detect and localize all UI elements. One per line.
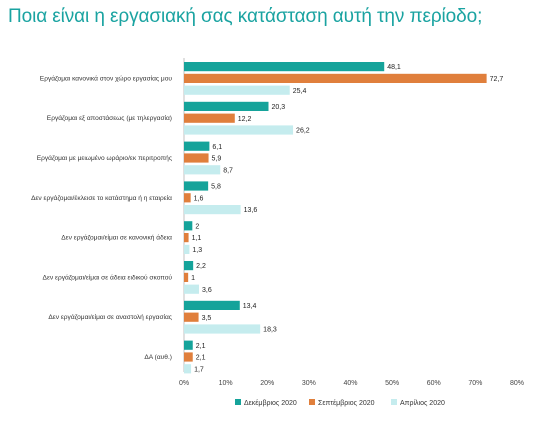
data-label: 6,1 — [212, 144, 222, 151]
legend-label: Σεπτέμβριος 2020 — [318, 399, 375, 407]
data-label: 1,1 — [192, 235, 202, 242]
bar — [184, 364, 192, 374]
legend-label: Απρίλιος 2020 — [400, 399, 445, 407]
data-label: 13,4 — [243, 303, 257, 310]
category-label: Δεν εργάζομαι/είμαι σε άδεια ειδικού σκο… — [43, 273, 173, 281]
bar — [184, 261, 194, 271]
category-label: Δεν εργάζομαι/είμαι σε κανονική άδεια — [61, 234, 172, 242]
x-tick-label: 20% — [260, 380, 274, 387]
bar — [184, 125, 294, 135]
x-tick-label: 0% — [179, 380, 189, 387]
bar — [184, 113, 235, 123]
category-label: Εργάζομαι εξ αποστάσεως (με τηλεργασία) — [47, 114, 172, 122]
data-label: 72,7 — [490, 76, 504, 83]
bar — [184, 244, 190, 254]
data-label: 3,6 — [202, 287, 212, 294]
x-tick-label: 10% — [219, 380, 233, 387]
bar — [184, 221, 193, 231]
data-label: 1 — [191, 275, 195, 282]
bar — [184, 352, 193, 362]
category-label: Δεν εργάζομαι/είμαι σε αναστολή εργασίας — [48, 313, 172, 321]
legend-swatch — [235, 399, 241, 405]
x-tick-label: 80% — [510, 380, 524, 387]
bar — [184, 272, 189, 282]
bar — [184, 312, 199, 322]
data-label: 1,6 — [194, 195, 204, 202]
data-label: 26,2 — [296, 128, 310, 135]
x-tick-label: 50% — [385, 380, 399, 387]
bar — [184, 193, 191, 203]
data-label: 48,1 — [387, 64, 401, 71]
data-label: 1,3 — [192, 247, 202, 254]
data-label: 5,8 — [211, 184, 221, 191]
bar — [184, 153, 209, 163]
category-label: Δεν εργάζομαι/έκλεισε το κατάστημα ή η ε… — [31, 194, 172, 202]
data-label: 2,1 — [196, 343, 206, 350]
bar — [184, 300, 240, 310]
x-tick-label: 30% — [302, 380, 316, 387]
legend-swatch — [391, 399, 397, 405]
bar — [184, 324, 261, 334]
bar — [184, 62, 385, 72]
chart-title: Ποια είναι η εργασιακή σας κατάσταση αυτ… — [8, 6, 483, 27]
bar — [184, 340, 193, 350]
data-label: 8,7 — [223, 167, 233, 174]
data-label: 5,9 — [212, 156, 222, 163]
bar — [184, 233, 189, 243]
data-label: 3,5 — [202, 315, 212, 322]
data-label: 18,3 — [263, 327, 277, 334]
legend-swatch — [309, 399, 315, 405]
category-label: Εργάζομαι κανονικά στον χώρο εργασίας μο… — [40, 74, 173, 82]
x-tick-label: 40% — [343, 380, 357, 387]
data-label: 1,7 — [194, 366, 204, 373]
data-label: 20,3 — [271, 104, 285, 111]
x-tick-label: 60% — [427, 380, 441, 387]
bar — [184, 101, 269, 111]
data-label: 2,2 — [196, 263, 206, 270]
data-label: 12,2 — [238, 116, 252, 123]
data-label: 2,1 — [196, 355, 206, 362]
bar — [184, 284, 199, 294]
bar — [184, 141, 210, 151]
legend-label: Δεκέμβριος 2020 — [244, 399, 297, 407]
data-label: 2 — [195, 223, 199, 230]
bar — [184, 73, 487, 83]
bar — [184, 165, 221, 175]
bar — [184, 85, 290, 95]
category-label: ΔΑ (αυθ.) — [144, 354, 172, 361]
data-label: 13,6 — [244, 207, 258, 214]
bar — [184, 205, 241, 215]
category-label: Εργάζομαι με μειωμένο ωράριο/εκ περιτροπ… — [37, 154, 172, 162]
bar — [184, 181, 209, 191]
x-tick-label: 70% — [468, 380, 482, 387]
data-label: 25,4 — [293, 88, 307, 95]
